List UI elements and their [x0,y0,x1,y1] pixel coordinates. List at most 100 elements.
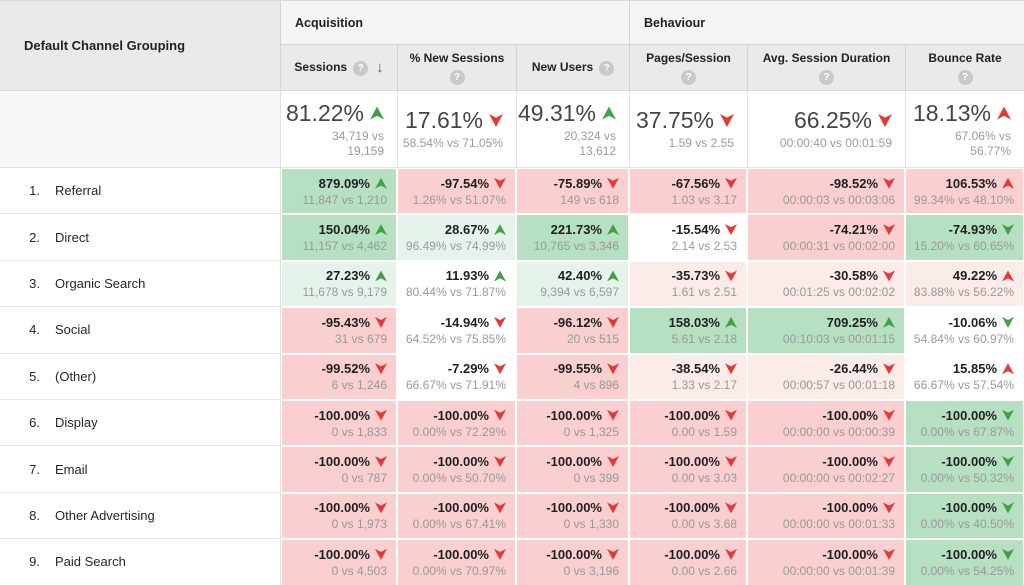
metric-value: -7.29% [447,361,489,377]
change-arrow-icon [725,502,737,514]
summary-cell-bounce-rate: 18.13% 67.06% vs 56.77% [905,91,1024,167]
metric-cell: -7.29% 66.67% vs 71.91% [397,353,516,400]
change-arrow-icon [725,316,737,328]
group-header-acquisition: Acquisition [281,1,629,45]
column-header-avg-session-duration[interactable]: Avg. Session Duration ? [747,45,905,90]
metric-cell: 150.04% 11,157 vs 4,462 [281,214,397,261]
help-icon[interactable]: ? [819,69,834,85]
metric-compare: 10,765 vs 3,346 [533,239,619,254]
metric-cell: -100.00% 0.00% vs 54.25% [905,539,1024,585]
change-arrow-icon [1002,502,1014,514]
group-label: Behaviour [644,15,706,30]
sort-descending-icon[interactable]: ↓ [376,59,384,76]
metric-compare: 0.00% vs 50.70% [412,471,506,486]
change-arrow-icon [607,409,619,421]
row-number: 1. [29,183,40,199]
metric-compare: 00:00:31 vs 00:02:00 [782,239,895,254]
metric-cell: -100.00% 0 vs 1,973 [281,492,397,540]
change-arrow-icon [725,548,737,560]
channel-cell: 2. Direct [0,214,281,261]
metric-compare: 11,847 vs 1,210 [302,192,387,207]
metric-compare: 6 vs 1,246 [331,378,387,393]
column-header-new-users[interactable]: New Users ? [516,45,629,90]
help-icon[interactable]: ? [957,69,973,85]
metric-cell: -75.89% 149 vs 618 [516,168,629,215]
column-header-new-sessions[interactable]: % New Sessions ? [397,45,516,90]
metric-value: -100.00% [822,500,878,516]
channel-cell: 1. Referral [0,168,281,215]
help-icon[interactable]: ? [681,69,696,85]
metric-value: -100.00% [314,454,370,470]
metric-compare: 00:10:03 vs 00:01:15 [782,331,895,346]
table-row: 1. Referral 879.09% 11,847 vs 1,210 -97.… [0,168,1024,215]
channel-cell: 9. Paid Search [0,539,281,585]
change-arrow-icon [375,409,387,421]
metric-compare: 64.52% vs 75.85% [405,331,506,346]
metric-cell: -100.00% 00:00:00 vs 00:00:39 [747,399,905,447]
metric-value: -100.00% [433,407,489,423]
metric-value: 28.67% [444,222,489,238]
metric-value: 15.85% [952,361,997,377]
metric-value: -100.00% [941,407,997,423]
change-arrow-icon [602,106,616,120]
metric-cell: -99.55% 4 vs 896 [516,353,629,400]
metric-cell: -100.00% 0.00 vs 1.59 [629,399,747,447]
change-arrow-icon [494,270,506,282]
change-arrow-icon [607,548,619,560]
metric-compare: 0.00 vs 3.68 [671,517,737,532]
metric-compare: 0.00% vs 50.32% [920,471,1014,486]
metric-value: -100.00% [546,407,602,423]
column-label: Avg. Session Duration [762,50,891,65]
metric-value: -100.00% [664,500,720,516]
metric-compare: 54.84% vs 60.97% [913,331,1014,346]
metric-value: 42.40% [557,268,602,284]
change-arrow-icon [375,316,387,328]
summary-cell-sessions: 81.22% 34,719 vs 19,159 [281,91,397,167]
metric-cell: -74.93% 15.20% vs 60.65% [905,214,1024,261]
metric-value: -98.52% [829,175,878,191]
metric-cell: -100.00% 00:00:00 vs 00:01:33 [747,492,905,540]
metric-compare: 1.33 vs 2.17 [671,378,737,393]
summary-compare: 58.54% vs 71.05% [402,136,503,150]
metric-cell: -100.00% 00:00:00 vs 00:01:39 [747,539,905,585]
metric-value: -30.58% [829,268,878,284]
column-header-pages-session[interactable]: Pages/Session ? [629,45,747,90]
change-arrow-icon [883,224,895,236]
metric-compare: 0 vs 1,330 [563,517,619,532]
metric-compare: 00:00:03 vs 00:03:06 [782,192,895,207]
metric-compare: 31 vs 679 [334,331,387,346]
summary-value: 18.13% [912,99,991,126]
metric-compare: 4 vs 896 [573,378,619,393]
dimension-column-header[interactable]: Default Channel Grouping [0,1,281,90]
row-number: 5. [29,368,40,384]
row-number: 8. [29,507,40,523]
metric-cell: -100.00% 00:00:00 vs 00:02:27 [747,446,905,493]
metric-value: -100.00% [941,500,997,516]
metric-compare: 15.20% vs 60.65% [913,239,1014,254]
metric-value: -100.00% [664,454,720,470]
group-label: Acquisition [295,15,364,30]
metric-value: 106.53% [945,175,997,191]
metric-value: -96.12% [553,314,602,330]
metric-cell: -35.73% 1.61 vs 2.51 [629,260,747,308]
change-arrow-icon [1002,456,1014,468]
metric-compare: 0 vs 1,325 [563,424,619,439]
metric-compare: 66.67% vs 71.91% [405,378,506,393]
metric-cell: -100.00% 0.00% vs 50.32% [905,446,1024,493]
column-header-bounce-rate[interactable]: Bounce Rate ? [905,45,1024,90]
metric-compare: 0.00% vs 72.29% [412,424,506,439]
change-arrow-icon [607,316,619,328]
summary-compare: 20,324 vs 13,612 [563,128,616,158]
column-header-sessions[interactable]: Sessions ? ↓ [281,45,397,90]
row-label: Direct [55,229,89,245]
metric-compare: 0 vs 3,196 [563,563,619,578]
help-icon[interactable]: ? [449,69,465,85]
metric-cell: -100.00% 0.00% vs 72.29% [397,399,516,447]
table-row: 6. Display -100.00% 0 vs 1,833 -100.00% … [0,399,1024,447]
help-icon[interactable]: ? [599,60,615,76]
change-arrow-icon [997,106,1011,120]
change-arrow-icon [607,456,619,468]
metric-compare: 0 vs 399 [573,471,619,486]
help-icon[interactable]: ? [353,60,369,76]
metric-value: -100.00% [822,407,878,423]
